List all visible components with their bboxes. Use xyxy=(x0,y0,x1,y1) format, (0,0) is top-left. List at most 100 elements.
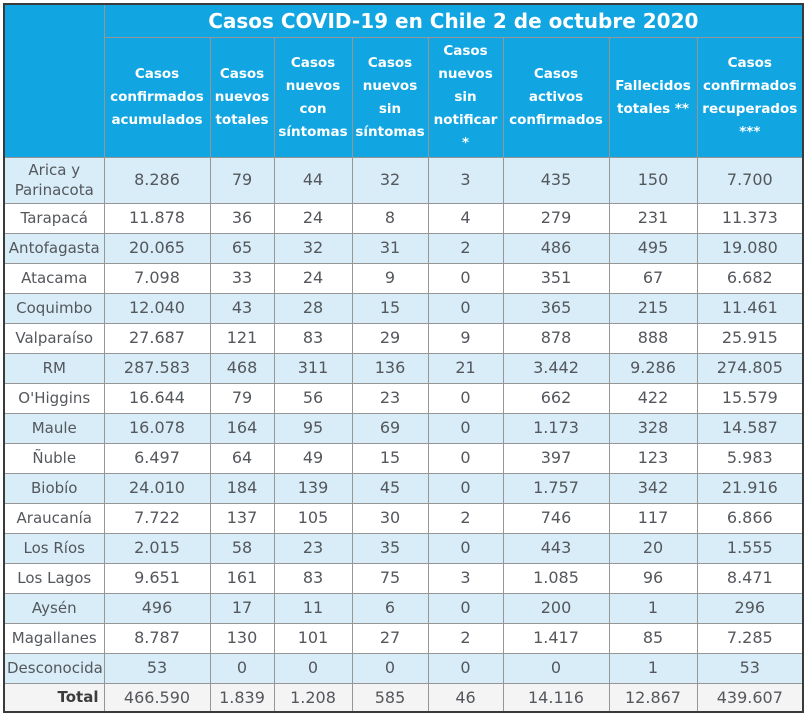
value-cell: 0 xyxy=(427,442,504,474)
value-cell: 279 xyxy=(502,202,610,234)
table-footer: Total 466.590 1.839 1.208 585 46 14.116 … xyxy=(3,682,804,713)
value-cell: 0 xyxy=(427,292,504,324)
table-row: Maule 16.078 164 95 69 0 1.173 328 14.587 xyxy=(3,412,804,444)
value-cell: 20 xyxy=(608,532,698,564)
value-cell: 136 xyxy=(351,352,429,384)
value-cell: 85 xyxy=(608,622,698,654)
value-cell: 23 xyxy=(273,532,353,564)
value-cell: 0 xyxy=(427,592,504,624)
total-value-cell: 12.867 xyxy=(608,682,698,713)
value-cell: 7.285 xyxy=(696,622,804,654)
table-body: Arica y Parinacota 8.286 79 44 32 3 435 150 7.70… xyxy=(3,157,804,684)
value-cell: 6 xyxy=(351,592,429,624)
region-cell: Los Lagos xyxy=(3,562,105,594)
value-cell: 0 xyxy=(427,652,504,684)
value-cell: 495 xyxy=(608,232,698,264)
table-row: Aysén 496 17 11 6 0 200 1 296 xyxy=(3,592,804,624)
value-cell: 43 xyxy=(209,292,275,324)
value-cell: 121 xyxy=(209,322,275,354)
column-header-nuevos-sin-sintomas: Casos nuevos sin síntomas xyxy=(351,37,429,158)
value-cell: 17 xyxy=(209,592,275,624)
region-cell: Aysén xyxy=(3,592,105,624)
value-cell: 75 xyxy=(351,562,429,594)
value-cell: 30 xyxy=(351,502,429,534)
region-cell: Araucanía xyxy=(3,502,105,534)
value-cell: 139 xyxy=(273,472,353,504)
table-row: Arica y Parinacota 8.286 79 44 32 3 435 150 7.70… xyxy=(3,157,804,204)
value-cell: 215 xyxy=(608,292,698,324)
value-cell: 397 xyxy=(502,442,610,474)
value-cell: 351 xyxy=(502,262,610,294)
value-cell: 662 xyxy=(502,382,610,414)
value-cell: 8.787 xyxy=(103,622,211,654)
region-cell: Atacama xyxy=(3,262,105,294)
value-cell: 123 xyxy=(608,442,698,474)
value-cell: 9 xyxy=(351,262,429,294)
value-cell: 24.010 xyxy=(103,472,211,504)
value-cell: 5.983 xyxy=(696,442,804,474)
value-cell: 11.461 xyxy=(696,292,804,324)
value-cell: 20.065 xyxy=(103,232,211,264)
value-cell: 24 xyxy=(273,262,353,294)
total-label: Total xyxy=(3,682,105,713)
value-cell: 1.757 xyxy=(502,472,610,504)
value-cell: 3 xyxy=(427,157,504,204)
total-value-cell: 585 xyxy=(351,682,429,713)
value-cell: 2 xyxy=(427,502,504,534)
value-cell: 0 xyxy=(427,412,504,444)
table-row: Magallanes 8.787 130 101 27 2 1.417 85 7.285 xyxy=(3,622,804,654)
region-cell: Coquimbo xyxy=(3,292,105,324)
total-value-cell: 1.208 xyxy=(273,682,353,713)
value-cell: 435 xyxy=(502,157,610,204)
value-cell: 49 xyxy=(273,442,353,474)
value-cell: 422 xyxy=(608,382,698,414)
value-cell: 1 xyxy=(608,652,698,684)
value-cell: 16.078 xyxy=(103,412,211,444)
value-cell: 6.497 xyxy=(103,442,211,474)
value-cell: 8.286 xyxy=(103,157,211,204)
value-cell: 33 xyxy=(209,262,275,294)
value-cell: 28 xyxy=(273,292,353,324)
value-cell: 21 xyxy=(427,352,504,384)
value-cell: 25.915 xyxy=(696,322,804,354)
value-cell: 161 xyxy=(209,562,275,594)
total-value-cell: 46 xyxy=(427,682,504,713)
value-cell: 53 xyxy=(696,652,804,684)
value-cell: 69 xyxy=(351,412,429,444)
value-cell: 486 xyxy=(502,232,610,264)
value-cell: 8 xyxy=(351,202,429,234)
covid-table: Casos COVID-19 en Chile 2 de octubre 202… xyxy=(3,3,805,713)
region-cell: Biobío xyxy=(3,472,105,504)
region-cell: Maule xyxy=(3,412,105,444)
total-value-cell: 466.590 xyxy=(103,682,211,713)
value-cell: 27.687 xyxy=(103,322,211,354)
value-cell: 1.555 xyxy=(696,532,804,564)
value-cell: 3 xyxy=(427,562,504,594)
value-cell: 287.583 xyxy=(103,352,211,384)
title-row: Casos COVID-19 en Chile 2 de octubre 202… xyxy=(3,3,804,158)
value-cell: 56 xyxy=(273,382,353,414)
value-cell: 32 xyxy=(351,157,429,204)
column-header-fallecidos-totales: Fallecidos totales ** xyxy=(608,37,698,158)
table-row: Tarapacá 11.878 36 24 8 4 279 231 11.373 xyxy=(3,202,804,234)
table-row: Coquimbo 12.040 43 28 15 0 365 215 11.461 xyxy=(3,292,804,324)
value-cell: 2 xyxy=(427,232,504,264)
region-cell: Los Ríos xyxy=(3,532,105,564)
value-cell: 0 xyxy=(209,652,275,684)
value-cell: 1.173 xyxy=(502,412,610,444)
value-cell: 328 xyxy=(608,412,698,444)
region-cell: Tarapacá xyxy=(3,202,105,234)
value-cell: 44 xyxy=(273,157,353,204)
value-cell: 29 xyxy=(351,322,429,354)
value-cell: 468 xyxy=(209,352,275,384)
value-cell: 101 xyxy=(273,622,353,654)
value-cell: 9.286 xyxy=(608,352,698,384)
value-cell: 0 xyxy=(427,382,504,414)
value-cell: 96 xyxy=(608,562,698,594)
value-cell: 365 xyxy=(502,292,610,324)
column-header-confirmados-recuperados: Casos confirmados recuperados *** xyxy=(696,37,804,158)
value-cell: 1.085 xyxy=(502,562,610,594)
value-cell: 1 xyxy=(608,592,698,624)
value-cell: 0 xyxy=(427,262,504,294)
